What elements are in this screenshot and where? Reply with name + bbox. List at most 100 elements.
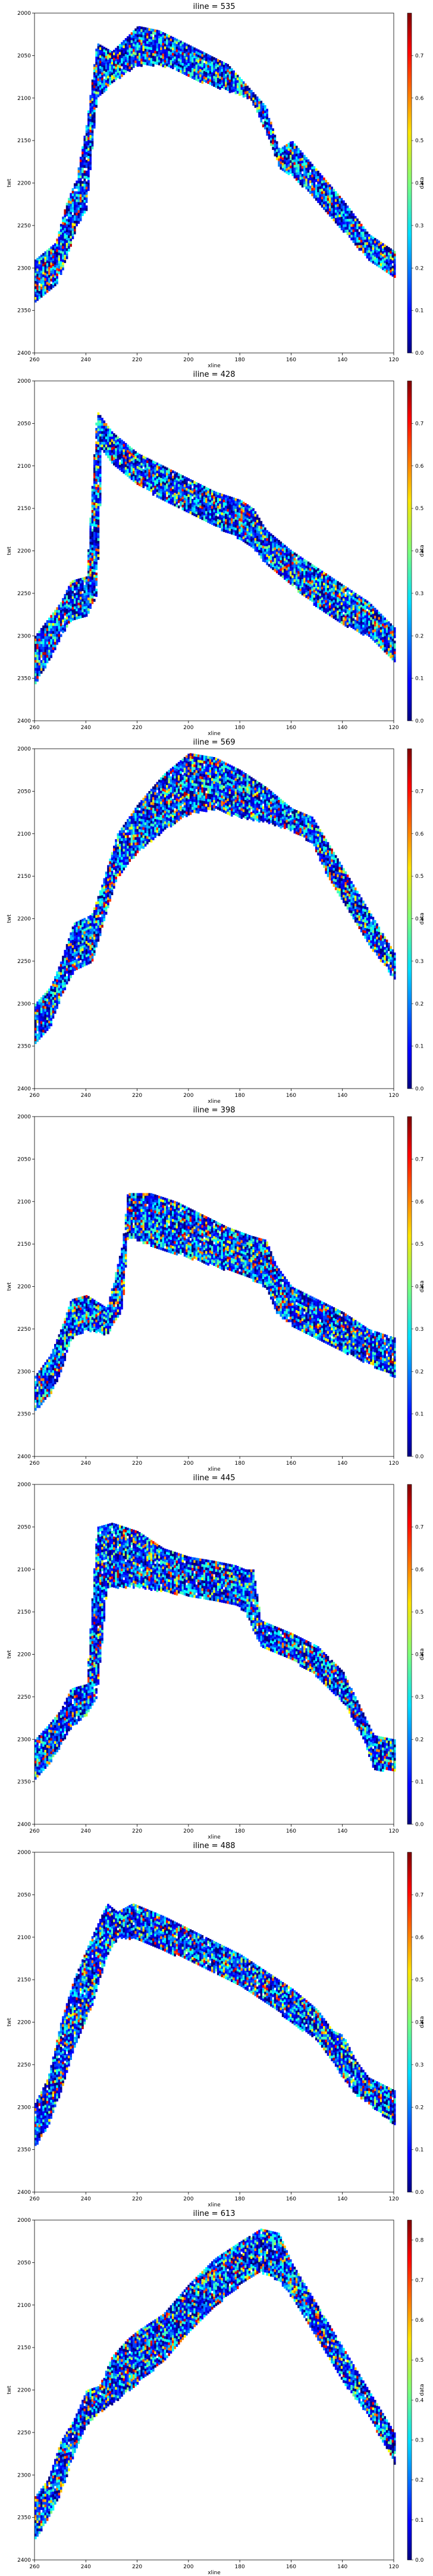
- heatmap-cell: [42, 633, 45, 637]
- heatmap-cell: [378, 264, 381, 268]
- heatmap-cell: [150, 467, 153, 471]
- heatmap-cell: [349, 221, 351, 224]
- heatmap-cell: [76, 606, 78, 609]
- heatmap-cell: [284, 552, 286, 556]
- heatmap-cell: [313, 187, 316, 190]
- heatmap-cell: [77, 589, 80, 592]
- heatmap-cell: [385, 259, 388, 262]
- heatmap-cell: [174, 61, 176, 65]
- heatmap-cell: [222, 510, 225, 514]
- heatmap-cell: [97, 511, 100, 515]
- heatmap-cell: [127, 468, 129, 472]
- heatmap-cell: [95, 537, 98, 541]
- heatmap-cell: [158, 463, 161, 467]
- heatmap-cell: [152, 42, 155, 45]
- heatmap-cell: [254, 537, 257, 541]
- heatmap-cell: [199, 495, 202, 498]
- heatmap-cell: [68, 615, 70, 618]
- heatmap-cell: [252, 92, 255, 95]
- heatmap-cell: [207, 498, 209, 502]
- heatmap-cell: [91, 542, 94, 545]
- heatmap-cell: [168, 501, 170, 504]
- heatmap-cell: [321, 602, 324, 606]
- heatmap-cell: [270, 137, 272, 141]
- heatmap-cell: [128, 58, 131, 61]
- heatmap-cell: [227, 80, 229, 83]
- heatmap-cell: [274, 539, 277, 542]
- heatmap-cell: [293, 146, 296, 149]
- heatmap-cell: [374, 254, 376, 257]
- heatmap-cell: [111, 461, 114, 464]
- heatmap-cell: [172, 478, 174, 482]
- heatmap-cell: [325, 579, 327, 582]
- heatmap-cell: [193, 486, 196, 490]
- heatmap-cell: [59, 612, 62, 616]
- heatmap-cell: [70, 204, 72, 207]
- heatmap-cell: [234, 501, 237, 504]
- heatmap-cell: [62, 257, 64, 260]
- heatmap-cell: [62, 630, 64, 633]
- heatmap-cell: [374, 634, 376, 637]
- heatmap-cell: [231, 532, 233, 535]
- heatmap-cell: [195, 511, 198, 515]
- heatmap-cell: [101, 439, 103, 442]
- heatmap-cell: [368, 245, 371, 248]
- heatmap-cell: [280, 549, 283, 553]
- heatmap-cell: [81, 183, 84, 187]
- heatmap-cell: [117, 444, 120, 448]
- heatmap-cell: [36, 676, 39, 679]
- heatmap-cell: [372, 616, 375, 620]
- heatmap-cell: [197, 509, 200, 513]
- heatmap-cell: [154, 475, 156, 478]
- heatmap-cell: [154, 472, 156, 476]
- heatmap-cell: [70, 619, 72, 623]
- heatmap-cell: [332, 581, 335, 584]
- heatmap-cell: [309, 592, 312, 595]
- heatmap-cell: [222, 494, 225, 498]
- heatmap-cell: [95, 51, 98, 54]
- heatmap-cell: [48, 283, 51, 286]
- heatmap-cell: [138, 45, 141, 48]
- heatmap-cell: [366, 633, 369, 636]
- heatmap-cell: [83, 593, 86, 596]
- heatmap-cell: [109, 52, 111, 56]
- heatmap-cell: [56, 254, 58, 258]
- heatmap-cell: [195, 51, 198, 54]
- heatmap-cell: [186, 482, 188, 486]
- heatmap-cell: [142, 32, 145, 36]
- heatmap-cell: [344, 613, 347, 616]
- heatmap-cell: [58, 607, 61, 611]
- heatmap-cell: [71, 193, 74, 196]
- heatmap-cell: [158, 471, 161, 475]
- heatmap-cell: [388, 258, 390, 261]
- heatmap-cell: [68, 588, 70, 592]
- heatmap-cell: [89, 549, 92, 553]
- heatmap-cell: [38, 288, 41, 292]
- heatmap-cell: [164, 41, 167, 44]
- heatmap-cell: [321, 584, 324, 587]
- heatmap-cell: [291, 173, 294, 176]
- heatmap-cell: [50, 257, 52, 260]
- heatmap-cell: [205, 492, 208, 495]
- heatmap-cell: [211, 59, 214, 62]
- heatmap-cell: [36, 258, 39, 261]
- heatmap-cell: [236, 536, 239, 539]
- heatmap-cell: [281, 155, 284, 158]
- heatmap-cell: [221, 499, 224, 502]
- heatmap-cell: [313, 179, 316, 183]
- heatmap-cell: [338, 211, 341, 215]
- heatmap-cell: [197, 486, 200, 489]
- heatmap-cell: [332, 583, 335, 587]
- heatmap-cell: [349, 589, 351, 592]
- heatmap-cell: [228, 512, 231, 515]
- heatmap-cell: [313, 589, 316, 593]
- heatmap-cell: [48, 652, 51, 655]
- heatmap-cell: [278, 161, 280, 164]
- heatmap-cell: [40, 639, 43, 642]
- heatmap-cell: [46, 287, 49, 290]
- heatmap-cell: [216, 495, 219, 498]
- heatmap-cell: [195, 59, 198, 62]
- heatmap-cell: [236, 504, 239, 507]
- heatmap-cell: [105, 77, 108, 80]
- heatmap-cell: [83, 587, 86, 591]
